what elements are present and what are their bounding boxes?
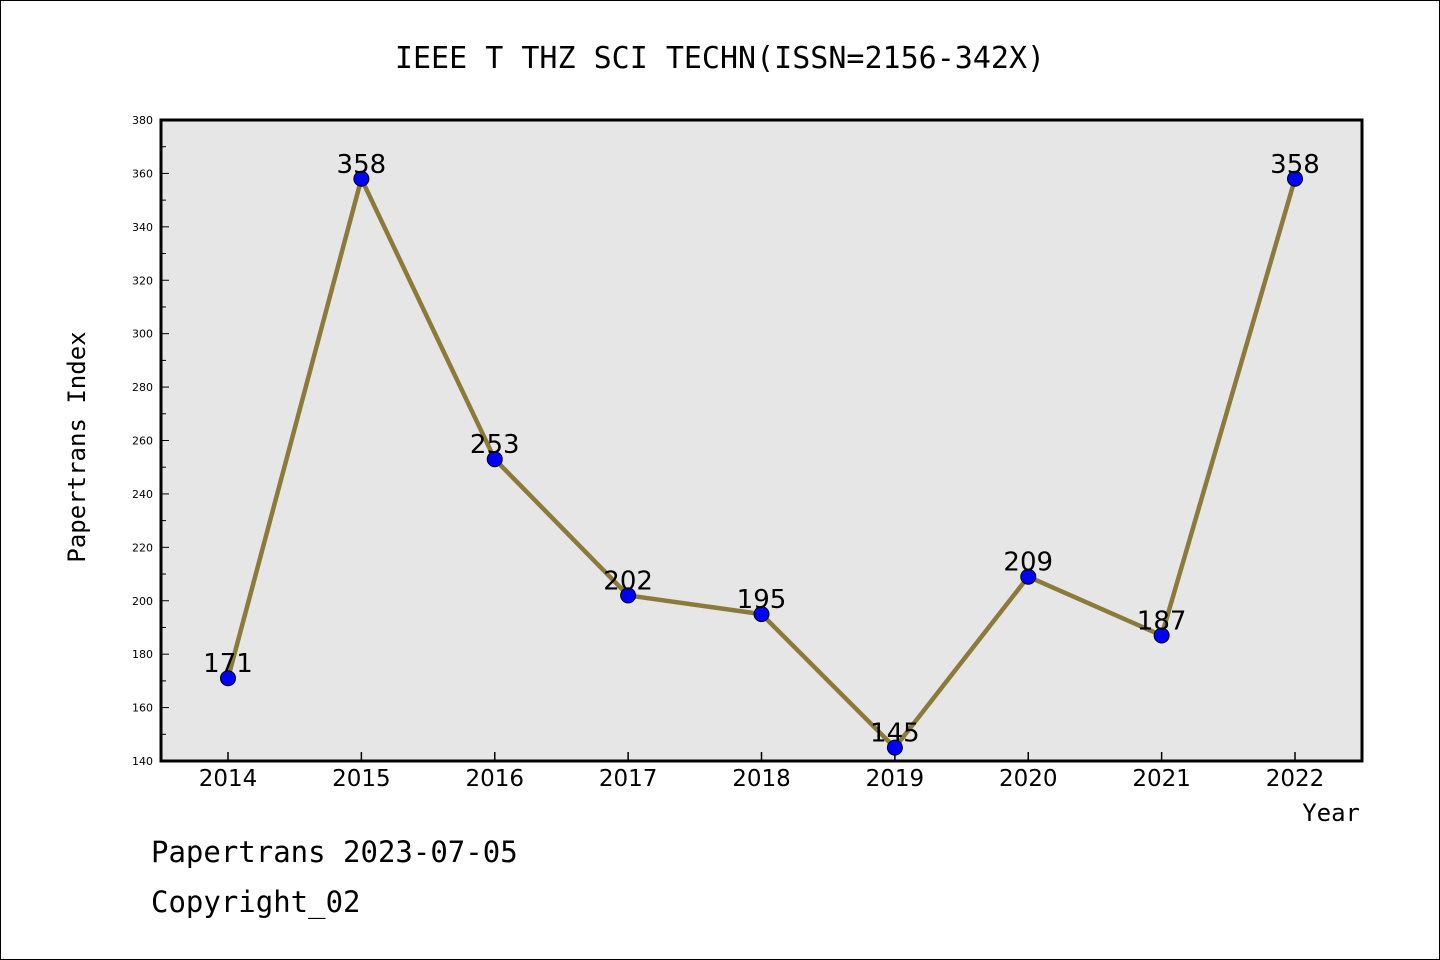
x-tick-label: 2018 xyxy=(732,766,791,792)
y-tick-label: 300 xyxy=(132,328,153,341)
x-tick-label: 2016 xyxy=(465,766,524,792)
data-point xyxy=(753,606,770,623)
data-label: 187 xyxy=(1137,606,1187,636)
footer-date-text: Papertrans 2023-07-05 xyxy=(151,835,518,869)
y-tick-label: 140 xyxy=(132,755,153,768)
data-label: 358 xyxy=(1270,150,1320,180)
data-point xyxy=(620,587,637,604)
x-tick-label: 2015 xyxy=(332,766,391,792)
y-tick-label: 360 xyxy=(132,167,153,180)
plot-area xyxy=(159,118,1364,763)
y-tick-label: 220 xyxy=(132,541,153,554)
data-point xyxy=(486,451,503,468)
y-tick-label: 340 xyxy=(132,221,153,234)
y-tick-label: 380 xyxy=(132,114,153,127)
data-point xyxy=(1287,170,1303,187)
data-label: 145 xyxy=(870,719,920,749)
data-point xyxy=(353,170,370,187)
y-tick-label: 200 xyxy=(132,595,153,608)
data-point xyxy=(1153,627,1170,644)
footer-copyright-text: Copyright_02 xyxy=(151,885,361,919)
data-label: 202 xyxy=(603,566,653,596)
x-axis: 2014 2015 2016 2017 2018 2019 2020 2021 2022 xyxy=(199,752,1325,792)
x-tick-label: 2021 xyxy=(1132,766,1191,792)
y-tick-label: 180 xyxy=(132,648,153,661)
x-tick-label: 2017 xyxy=(599,766,658,792)
y-tick-label: 280 xyxy=(132,381,153,394)
data-point xyxy=(220,670,236,687)
y-axis-title: Papertrans Index xyxy=(63,331,91,562)
series-layer xyxy=(220,170,1303,756)
x-tick-label: 2019 xyxy=(866,766,925,792)
y-tick-label: 260 xyxy=(132,435,153,448)
data-label-layer: 171 358 253 202 195 145 209 187 358 xyxy=(203,150,1320,749)
x-tick-label: 2014 xyxy=(199,766,258,792)
data-label: 253 xyxy=(470,430,520,460)
x-tick-label: 2022 xyxy=(1266,766,1325,792)
data-point xyxy=(1020,568,1037,585)
data-label: 195 xyxy=(737,585,787,615)
chart-title: IEEE T THZ SCI TECHN(ISSN=2156-342X) xyxy=(395,41,1045,76)
data-label: 358 xyxy=(337,150,387,180)
data-label: 209 xyxy=(1003,548,1053,578)
x-axis-title: Year xyxy=(1302,799,1360,827)
x-tick-label: 2020 xyxy=(999,766,1058,792)
data-label: 171 xyxy=(203,649,253,679)
y-tick-label: 320 xyxy=(132,274,153,287)
y-axis: 140 160 180 200 220 240 260 280 300 320 340 360 380 xyxy=(132,114,169,768)
y-tick-label: 240 xyxy=(132,488,153,501)
y-tick-label: 160 xyxy=(132,702,153,715)
data-point xyxy=(886,739,903,756)
